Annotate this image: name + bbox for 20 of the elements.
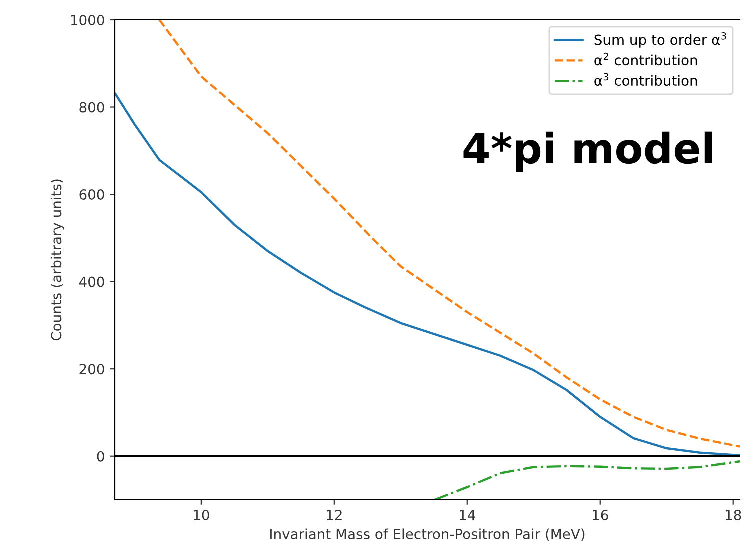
legend-label: α$^{3}$ contribution bbox=[594, 73, 698, 86]
x-tick-label: 12 bbox=[327, 510, 342, 520]
line-series bbox=[158, 20, 740, 448]
y-tick-label: 1000 bbox=[71, 14, 104, 26]
x-tick-label: 18 bbox=[726, 510, 742, 520]
x-axis-title: Invariant Mass of Electron-Positron Pair (MeV) bbox=[270, 528, 585, 542]
y-axis-title: Counts (arbitrary units) bbox=[50, 180, 64, 341]
legend-label: α$^{2}$ contribution bbox=[594, 52, 698, 66]
y-tick-label: 800 bbox=[80, 102, 104, 113]
x-tick-label: 10 bbox=[194, 510, 210, 520]
y-tick-label: 400 bbox=[79, 276, 104, 288]
legend-label: Sum up to order α$^{3}$ bbox=[594, 32, 726, 48]
line-series bbox=[434, 460, 740, 500]
y-tick-label: 600 bbox=[80, 190, 104, 200]
line-series bbox=[115, 93, 740, 456]
x-tick-label: 14 bbox=[460, 510, 476, 520]
annotation: 4*pi model bbox=[464, 132, 712, 172]
y-tick-label: 200 bbox=[80, 364, 104, 375]
x-tick-label: 16 bbox=[593, 510, 608, 520]
y-tick-label: 0 bbox=[97, 451, 104, 462]
